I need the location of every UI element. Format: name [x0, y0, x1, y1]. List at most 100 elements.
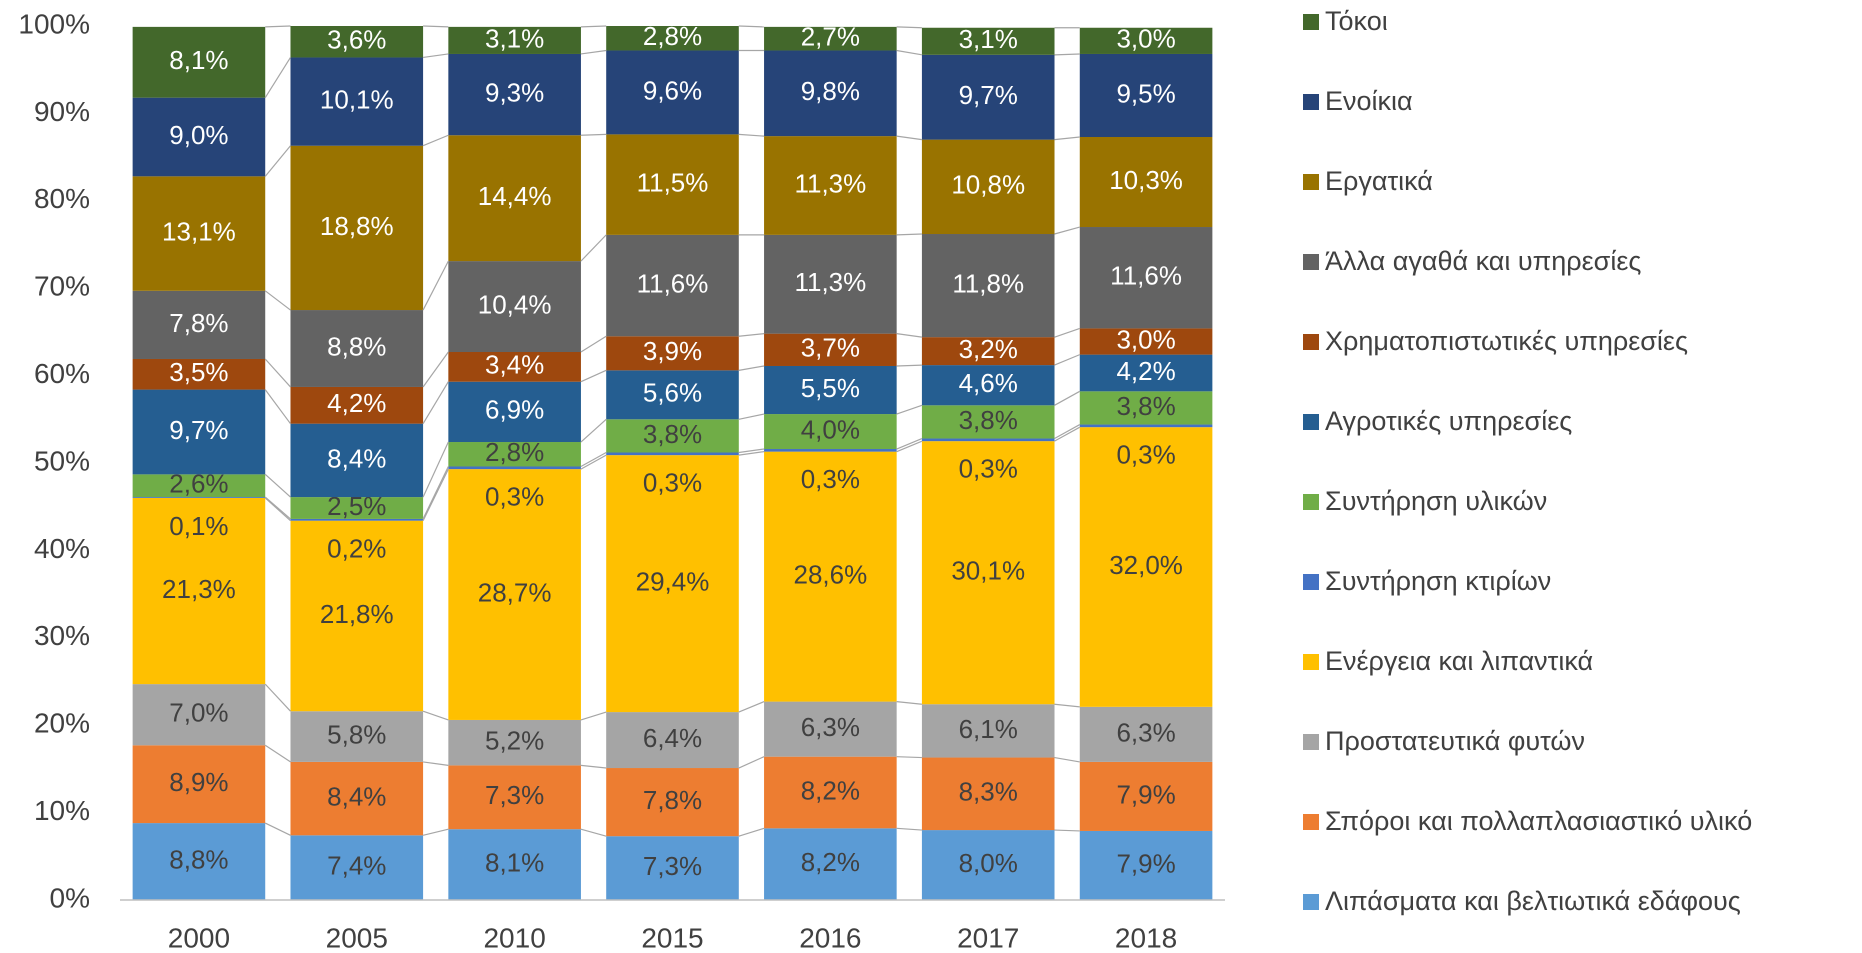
- bar-segment: [290, 423, 424, 498]
- data-label: 3,0%: [1116, 24, 1175, 54]
- bar-segment: [448, 26, 581, 54]
- legend-swatch: [1303, 494, 1319, 510]
- data-label: 7,8%: [169, 308, 228, 338]
- bar-segment: [290, 386, 424, 424]
- data-label: 4,0%: [801, 414, 860, 444]
- bar-segment: [1079, 27, 1213, 54]
- y-tick-label: 60%: [34, 358, 90, 389]
- data-label: 11,3%: [794, 267, 866, 297]
- bar-segment: [921, 441, 1055, 705]
- legend-swatch: [1303, 814, 1319, 830]
- series-line: [580, 234, 607, 262]
- bar-segment: [921, 757, 1055, 831]
- data-label: 0,2%: [327, 533, 386, 563]
- series-line: [264, 145, 291, 177]
- y-tick-label: 70%: [34, 271, 90, 302]
- data-label: 2,8%: [643, 21, 702, 51]
- data-label: 6,3%: [801, 712, 860, 742]
- series-line: [422, 441, 449, 498]
- data-label: 28,6%: [793, 559, 867, 589]
- data-label: 5,5%: [801, 373, 860, 403]
- series-line: [422, 381, 449, 424]
- chart: 0% 10% 20% 30% 40% 50% 60% 70% 80% 90% 100% 8,8% 7,4…: [18, 8, 1225, 953]
- data-label: 8,0%: [959, 848, 1018, 878]
- legend-swatch: [1303, 174, 1319, 190]
- series-line: [896, 333, 922, 338]
- bar-segment: [448, 381, 581, 443]
- series-line: [896, 701, 922, 705]
- data-label: 8,4%: [327, 781, 386, 811]
- bar-segment: [764, 136, 897, 235]
- bar-segment: [606, 50, 739, 135]
- data-label: 29,4%: [636, 566, 710, 596]
- legend-swatch: [1303, 94, 1319, 110]
- legend-swatch: [1303, 734, 1319, 750]
- bar-segment: [606, 370, 739, 420]
- bar-segment: [764, 414, 897, 450]
- bar-segment: [764, 449, 897, 452]
- bar-segment: [132, 290, 266, 359]
- bar-segment: [606, 419, 739, 453]
- data-label: 5,2%: [485, 726, 544, 756]
- series-line: [264, 473, 291, 498]
- series-line: [1054, 136, 1080, 141]
- bar-segment: [448, 765, 581, 830]
- data-label: 3,1%: [959, 24, 1018, 54]
- bar-segment: [921, 337, 1055, 366]
- bar-segment: [764, 828, 897, 900]
- legend-label: Λιπάσματα και βελτιωτικά εδάφους: [1325, 886, 1741, 916]
- series-line: [422, 134, 449, 147]
- bar-segment: [132, 823, 266, 900]
- data-label: 9,8%: [801, 76, 860, 106]
- bar-segment: [132, 26, 266, 98]
- bar-segment: [764, 701, 897, 757]
- series-line: [1054, 756, 1080, 763]
- data-label: 9,6%: [643, 75, 702, 105]
- data-label: 21,3%: [162, 574, 236, 604]
- series-line: [265, 25, 291, 28]
- legend-label: Ενοίκια: [1325, 86, 1413, 116]
- legend-swatch: [1303, 414, 1319, 430]
- legend-swatch: [1303, 574, 1319, 590]
- data-label: 10,3%: [1109, 165, 1183, 195]
- bar-segment: [606, 26, 739, 51]
- bar-segment: [448, 261, 581, 353]
- legend-label: Άλλα αγαθά και υπηρεσίες: [1325, 246, 1642, 276]
- data-label: 10,4%: [478, 289, 552, 319]
- data-label: 21,8%: [320, 599, 394, 629]
- series-line: [738, 365, 765, 371]
- series-line: [738, 25, 765, 28]
- legend-swatch: [1303, 14, 1319, 30]
- data-label: 7,3%: [643, 851, 702, 881]
- bar-segment: [132, 358, 266, 390]
- bar-segment: [132, 176, 266, 291]
- bar-segment: [1079, 227, 1213, 329]
- legend-item: Άλλα αγαθά και υπηρεσίες: [1303, 246, 1641, 277]
- data-label: 3,0%: [1116, 324, 1175, 354]
- series-line: [264, 497, 291, 522]
- series-line: [580, 418, 607, 443]
- data-label: 3,4%: [485, 350, 544, 380]
- series-line: [580, 451, 607, 468]
- bar-segment: [764, 234, 897, 334]
- series-line: [738, 827, 765, 837]
- data-label: 3,8%: [643, 419, 702, 449]
- bar-segment: [764, 451, 897, 702]
- bar-segment: [132, 389, 266, 475]
- data-label: 6,4%: [643, 723, 702, 753]
- bar-segment: [290, 497, 424, 519]
- series-line: [896, 404, 923, 415]
- series-line: [264, 389, 291, 425]
- legend-label: Προστατευτικά φυτών: [1325, 726, 1585, 756]
- legend-label: Εργατικά: [1325, 166, 1433, 196]
- x-tick-label: 2018: [1115, 922, 1177, 953]
- data-label: 0,3%: [643, 467, 702, 497]
- x-tick-label: 2017: [957, 922, 1019, 953]
- data-label: 6,9%: [485, 395, 544, 425]
- data-label: 11,5%: [637, 168, 709, 198]
- x-tick-label: 2005: [326, 922, 388, 953]
- data-label: 32,0%: [1109, 550, 1183, 580]
- legend-swatch: [1303, 254, 1319, 270]
- bar-segment: [290, 145, 424, 311]
- y-tick-label: 30%: [34, 620, 90, 651]
